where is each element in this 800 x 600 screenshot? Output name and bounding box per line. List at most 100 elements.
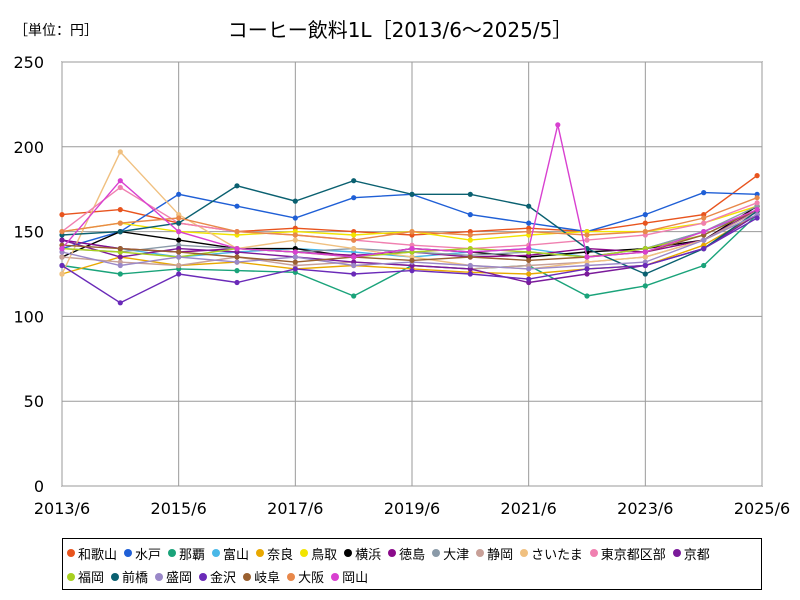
data-point <box>701 215 707 221</box>
legend-item: 静岡 <box>476 542 513 564</box>
data-point <box>526 203 532 209</box>
legend-item: 鳥取 <box>300 542 337 564</box>
x-tick-label: 2021/6 <box>501 499 557 518</box>
legend-item: 富山 <box>212 542 249 564</box>
legend-swatch <box>287 572 296 581</box>
data-point <box>59 262 65 269</box>
data-point <box>701 246 707 252</box>
data-point <box>526 257 532 263</box>
data-point <box>701 237 707 243</box>
data-point <box>292 249 298 255</box>
data-point <box>526 220 532 226</box>
y-tick-label: 200 <box>13 138 44 157</box>
data-point <box>234 246 240 252</box>
series-金沢 <box>59 215 760 306</box>
data-point <box>176 237 182 243</box>
data-point <box>555 122 561 128</box>
data-point <box>584 237 590 243</box>
data-point <box>701 190 707 196</box>
y-axis: 0 50 100 150 200 250 <box>13 53 44 496</box>
legend-label: 岡山 <box>342 571 369 586</box>
data-point <box>754 195 760 201</box>
data-point <box>234 279 240 286</box>
data-point <box>351 232 357 238</box>
data-point <box>176 249 182 255</box>
legend: 和歌山 水戸 那覇 富山 奈良 鳥取 横浜 徳島 大津 静岡 さいたま 東京都区部 京都 福岡 前橋 盛岡 金沢… <box>62 538 762 590</box>
legend-item: 奈良 <box>256 542 293 564</box>
legend-swatch <box>344 549 353 557</box>
data-point <box>117 149 123 155</box>
legend-label: 静岡 <box>487 547 514 563</box>
legend-item: 水戸 <box>124 542 161 564</box>
legend-label: 横浜 <box>355 547 382 563</box>
x-tick-label: 2025/6 <box>734 499 790 518</box>
data-point <box>642 262 648 269</box>
data-point <box>292 259 298 265</box>
legend-label: 富山 <box>223 547 250 563</box>
data-point <box>292 215 298 221</box>
legend-item: 金沢 <box>199 566 236 588</box>
series-岡山 <box>59 122 760 260</box>
data-point <box>292 232 298 238</box>
legend-swatch <box>520 549 529 557</box>
y-tick-label: 100 <box>13 307 44 326</box>
data-point <box>584 293 590 299</box>
data-point <box>351 195 357 201</box>
data-point <box>234 203 240 209</box>
data-point <box>351 262 357 269</box>
data-point <box>234 183 240 189</box>
legend-label: 盛岡 <box>166 571 193 586</box>
data-point <box>117 271 123 277</box>
data-point <box>584 266 590 272</box>
x-tick-label: 2017/6 <box>267 499 323 518</box>
y-tick-label: 150 <box>13 223 44 242</box>
data-point <box>234 254 240 260</box>
data-point <box>754 207 760 213</box>
data-point <box>642 271 648 277</box>
data-point <box>409 246 415 252</box>
legend-swatch <box>111 572 120 581</box>
data-point <box>351 271 357 277</box>
data-point <box>701 229 707 235</box>
data-point <box>176 262 182 269</box>
data-point <box>467 191 473 197</box>
data-point <box>234 259 240 265</box>
legend-label: 京都 <box>683 547 710 563</box>
data-point <box>409 268 415 274</box>
legend-swatch <box>168 549 177 557</box>
data-point <box>117 262 123 269</box>
series-line <box>61 124 758 258</box>
data-point <box>409 229 415 235</box>
legend-label: 大津 <box>443 547 470 563</box>
data-point <box>176 215 182 221</box>
legend-label: 東京都区部 <box>600 547 666 563</box>
legend-item: 横浜 <box>344 542 381 564</box>
legend-label: さいたま <box>531 547 583 563</box>
chart-title: コーヒー飲料1L［2013/6～2025/5］ <box>227 18 573 42</box>
data-point <box>584 271 590 277</box>
data-point <box>117 220 123 226</box>
data-point <box>117 300 123 306</box>
data-point <box>467 212 473 218</box>
legend-swatch <box>331 572 340 581</box>
data-point <box>351 254 357 260</box>
legend-swatch <box>432 549 441 557</box>
legend-item: 福岡 <box>67 566 104 588</box>
data-point <box>467 237 473 243</box>
data-point <box>754 215 760 221</box>
legend-label: 奈良 <box>267 547 294 563</box>
data-point <box>467 271 473 277</box>
legend-swatch <box>67 549 75 557</box>
legend-item: さいたま <box>520 542 583 564</box>
data-point <box>467 249 473 255</box>
data-point <box>59 271 65 277</box>
data-point <box>59 212 65 218</box>
data-point <box>234 229 240 235</box>
data-point <box>351 237 357 243</box>
data-point <box>526 246 532 252</box>
data-point <box>292 198 298 204</box>
legend-item: 京都 <box>672 542 710 564</box>
data-point <box>59 237 65 243</box>
y-tick-label: 50 <box>24 392 44 411</box>
